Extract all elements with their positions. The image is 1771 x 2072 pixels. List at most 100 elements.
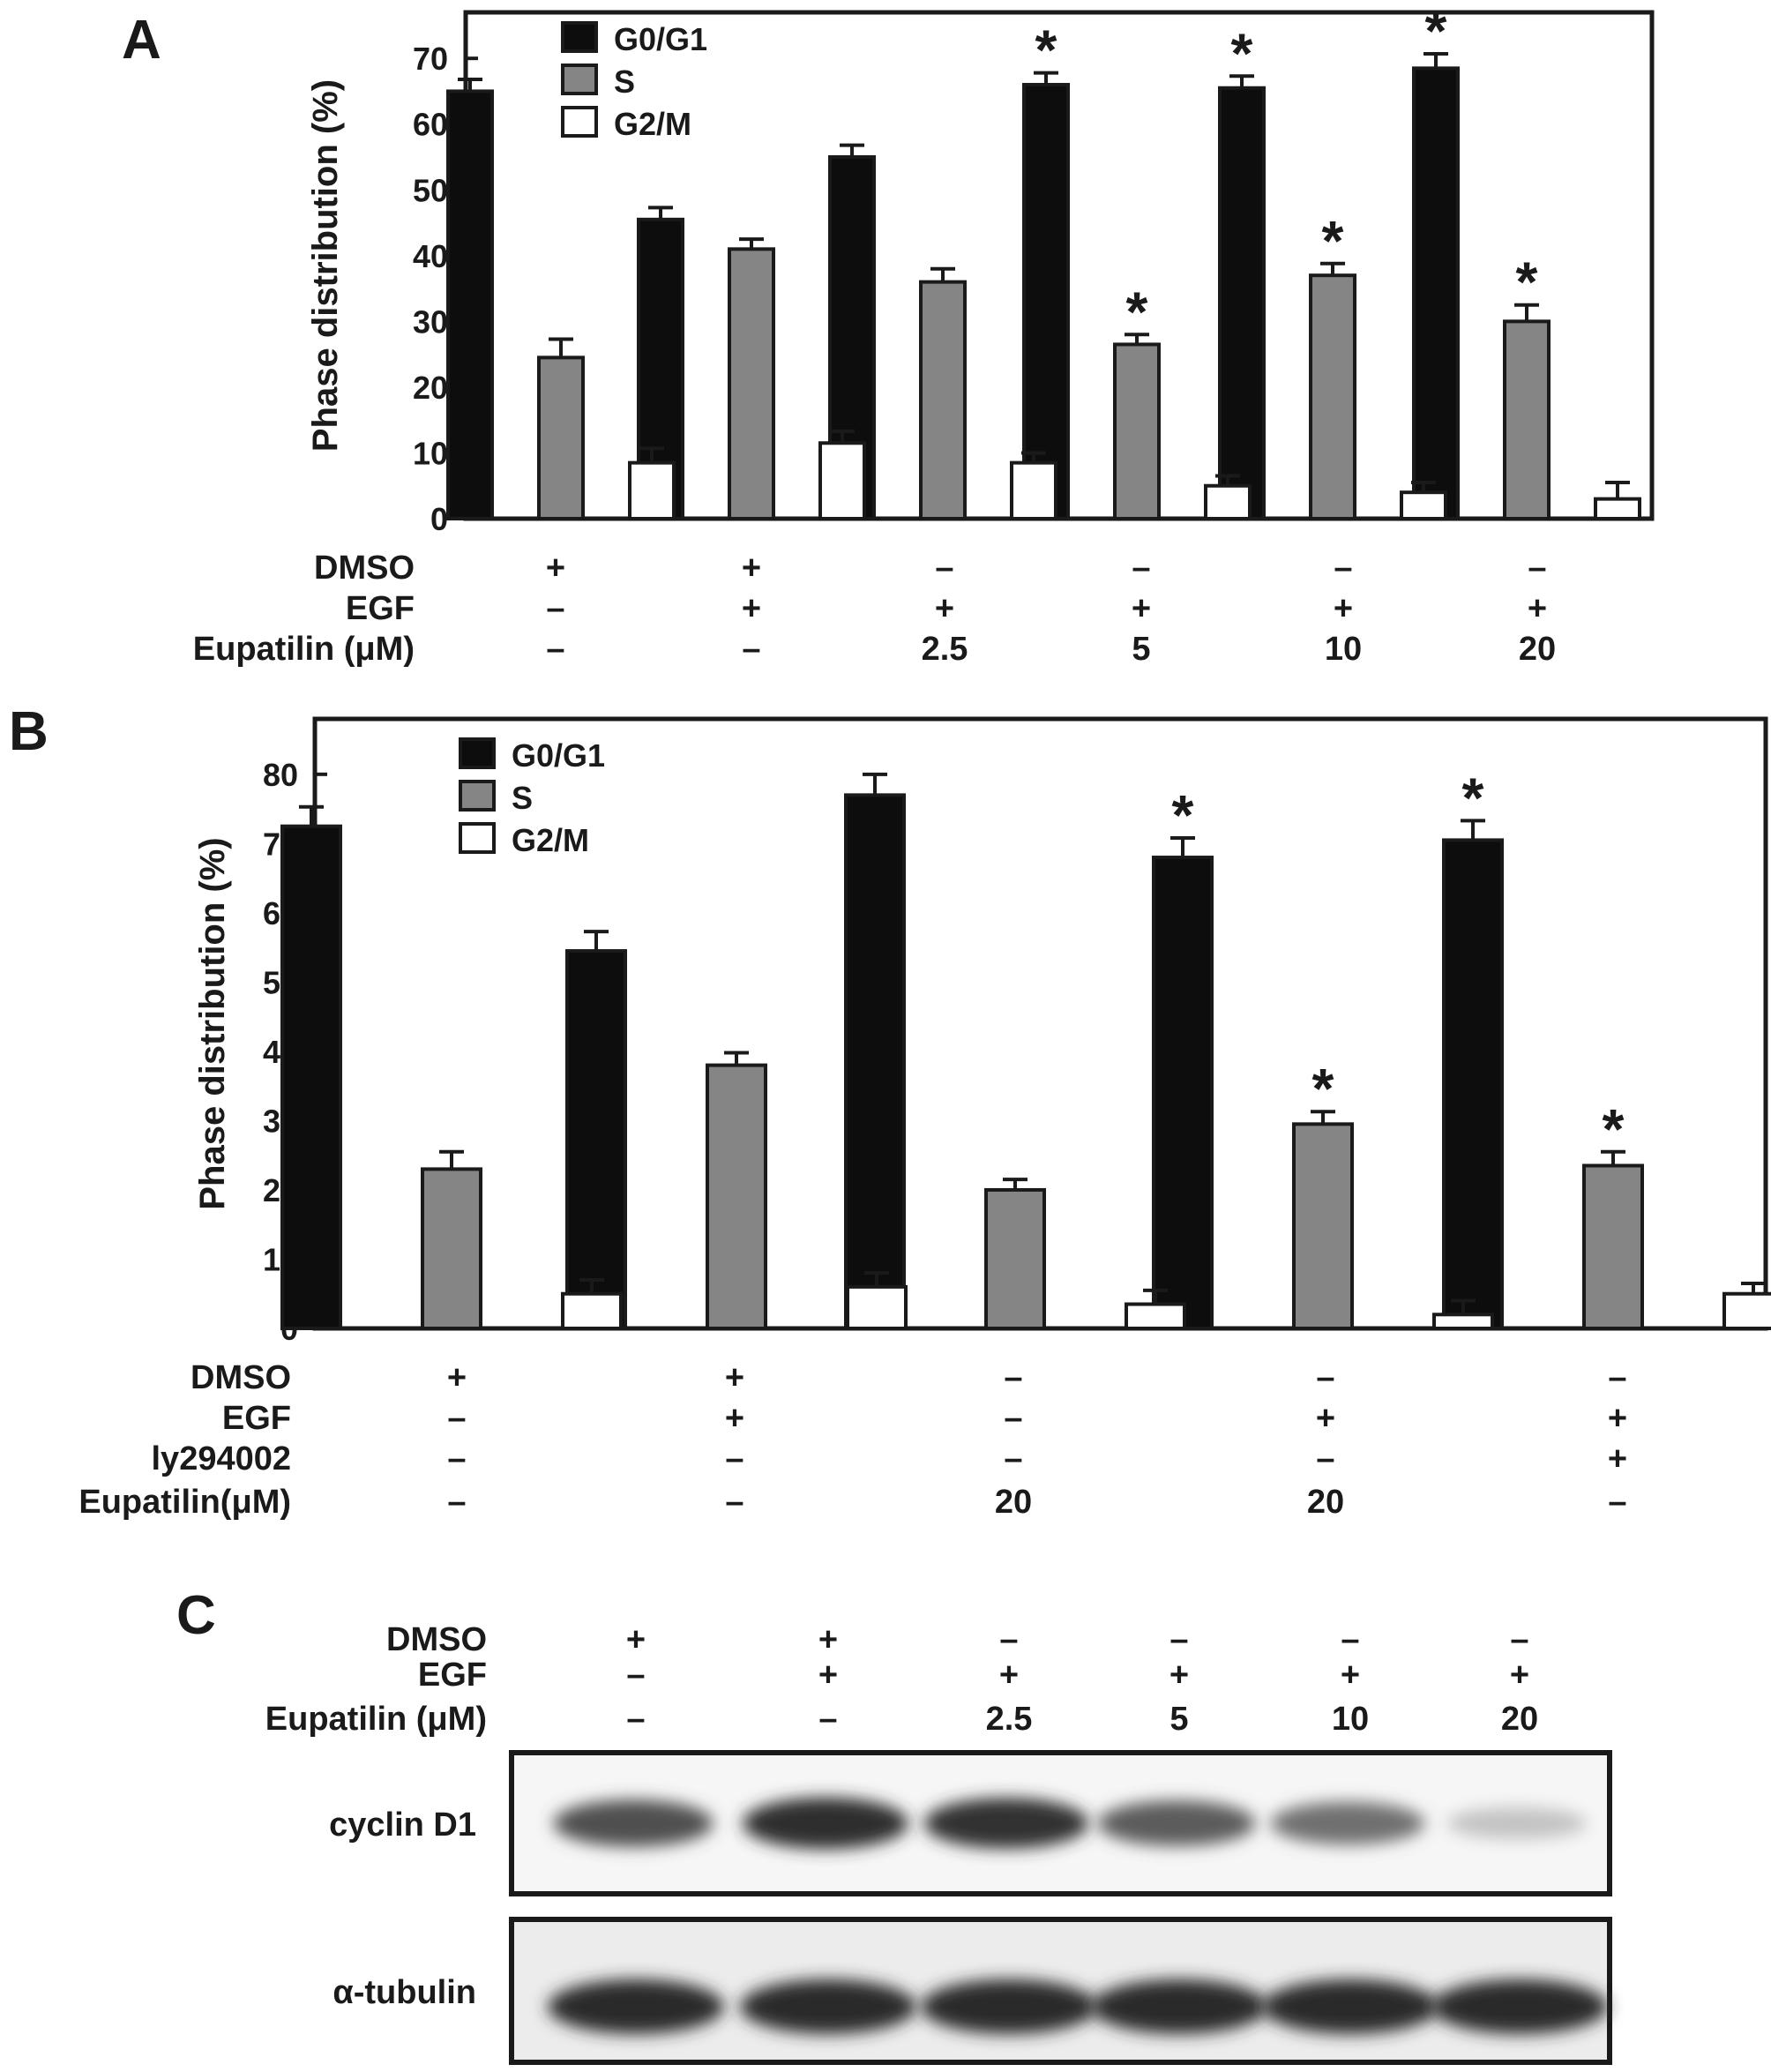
blot-band xyxy=(1431,1979,1608,2034)
bar-s xyxy=(421,1167,482,1330)
significance-asterisk: * xyxy=(1516,251,1538,314)
treatment-value: – xyxy=(626,1701,645,1738)
treatment-value: – xyxy=(1169,1621,1188,1658)
treatment-value: 10 xyxy=(1332,1701,1369,1738)
treatment-value: 10 xyxy=(1325,631,1362,668)
bar-s xyxy=(728,247,775,520)
y-tick-label: 70 xyxy=(413,41,448,77)
treatment-label: EGF xyxy=(346,590,415,627)
y-tick-label: 60 xyxy=(413,107,448,143)
blot-band xyxy=(1270,1801,1425,1845)
significance-asterisk: * xyxy=(1322,209,1344,273)
bar-s xyxy=(1503,319,1551,521)
legend-label-s: S xyxy=(614,64,635,100)
treatment-value: 20 xyxy=(1307,1484,1344,1521)
treatment-value: – xyxy=(626,1657,645,1694)
significance-asterisk: * xyxy=(1172,783,1194,847)
bar-g0g1 xyxy=(280,824,342,1330)
legend-swatch-g0g1 xyxy=(459,737,496,769)
treatment-value: – xyxy=(1334,550,1352,587)
bar-g2m xyxy=(846,1284,908,1330)
bar-g0g1 xyxy=(1412,66,1460,520)
legend-swatch-s xyxy=(561,64,598,95)
significance-asterisk: * xyxy=(1126,280,1148,343)
treatment-value: – xyxy=(447,1440,466,1477)
treatment-label: DMSO xyxy=(191,1359,291,1396)
y-axis-label: Phase distribution (%) xyxy=(306,79,345,452)
treatment-value: – xyxy=(935,550,953,587)
treatment-value: – xyxy=(1608,1359,1626,1396)
bar-g2m xyxy=(1594,497,1641,520)
y-tick-label: 30 xyxy=(413,303,448,340)
treatment-label: DMSO xyxy=(314,550,415,587)
treatment-label: EGF xyxy=(222,1400,291,1437)
blot-label: α-tubulin xyxy=(333,1974,476,2011)
treatment-value: + xyxy=(1608,1400,1627,1437)
bar-s xyxy=(537,355,585,521)
panel-c: C DMSO + + – – – –EGF – + + + + +Eupatilin (μM) – –2.5… xyxy=(176,1585,1612,2065)
treatment-value: + xyxy=(1169,1657,1189,1694)
legend-swatch-g0g1 xyxy=(561,21,598,53)
bar-g0g1 xyxy=(1442,838,1504,1330)
treatment-value: – xyxy=(1341,1621,1359,1658)
treatment-value: + xyxy=(1341,1657,1360,1694)
treatment-value: – xyxy=(1316,1359,1334,1396)
bar-s xyxy=(1309,273,1356,520)
treatment-label: ly294002 xyxy=(152,1440,292,1477)
treatment-value: – xyxy=(1608,1484,1626,1521)
y-tick-label: 20 xyxy=(413,370,448,406)
blot-label: cyclin D1 xyxy=(329,1806,476,1844)
treatment-value: – xyxy=(999,1621,1018,1658)
bar-g2m xyxy=(1010,460,1057,520)
significance-asterisk: * xyxy=(1231,21,1253,85)
treatment-value: + xyxy=(1316,1400,1335,1437)
treatment-value: + xyxy=(818,1621,838,1658)
treatment-value: + xyxy=(742,590,761,627)
bar-s xyxy=(919,280,967,520)
treatment-value: + xyxy=(447,1359,467,1396)
treatment-value: – xyxy=(1004,1400,1022,1437)
treatment-value: 20 xyxy=(1519,631,1556,668)
y-tick-label: 50 xyxy=(413,172,448,208)
blot-band xyxy=(1097,1800,1256,1846)
bar-g0g1 xyxy=(1022,83,1070,520)
legend-label-g0g1: G0/G1 xyxy=(614,21,707,57)
panel-c-letter: C xyxy=(176,1585,216,1646)
treatment-label: Eupatilin (μM) xyxy=(265,1701,487,1738)
y-tick-label: 10 xyxy=(413,435,448,471)
treatment-value: – xyxy=(447,1484,466,1521)
significance-asterisk: * xyxy=(1312,1057,1334,1120)
treatment-value: – xyxy=(1004,1440,1022,1477)
treatment-value: – xyxy=(725,1484,744,1521)
bar-s xyxy=(1292,1122,1354,1330)
treatment-value: – xyxy=(1004,1359,1022,1396)
bar-g2m xyxy=(818,441,866,521)
significance-asterisk: * xyxy=(1425,0,1447,63)
significance-asterisk: * xyxy=(1603,1097,1625,1161)
treatment-value: 20 xyxy=(995,1484,1032,1521)
legend-swatch-s xyxy=(459,780,496,812)
treatment-value: – xyxy=(447,1400,466,1437)
blot-band xyxy=(743,1797,908,1850)
bar-g2m xyxy=(628,460,676,520)
treatment-label: DMSO xyxy=(386,1621,487,1658)
treatment-value: – xyxy=(546,631,564,668)
bar-g2m xyxy=(1400,490,1447,521)
treatment-value: + xyxy=(1132,590,1151,627)
bar-g2m xyxy=(561,1291,623,1331)
y-tick-label: 0 xyxy=(430,501,448,537)
panel-b-letter: B xyxy=(9,701,49,762)
treatment-label: EGF xyxy=(418,1657,487,1694)
treatment-value: – xyxy=(1510,1621,1528,1658)
bar-s xyxy=(706,1063,767,1330)
treatment-value: + xyxy=(1510,1657,1529,1694)
blot-band xyxy=(548,1979,724,2034)
legend-swatch-g2m xyxy=(561,106,598,138)
bar-s xyxy=(984,1187,1046,1331)
legend-label-s: S xyxy=(512,780,533,816)
blot-band xyxy=(740,1979,916,2034)
bar-g2m xyxy=(1204,483,1252,521)
treatment-value: 2.5 xyxy=(922,631,968,668)
bar-g2m xyxy=(1432,1313,1494,1330)
